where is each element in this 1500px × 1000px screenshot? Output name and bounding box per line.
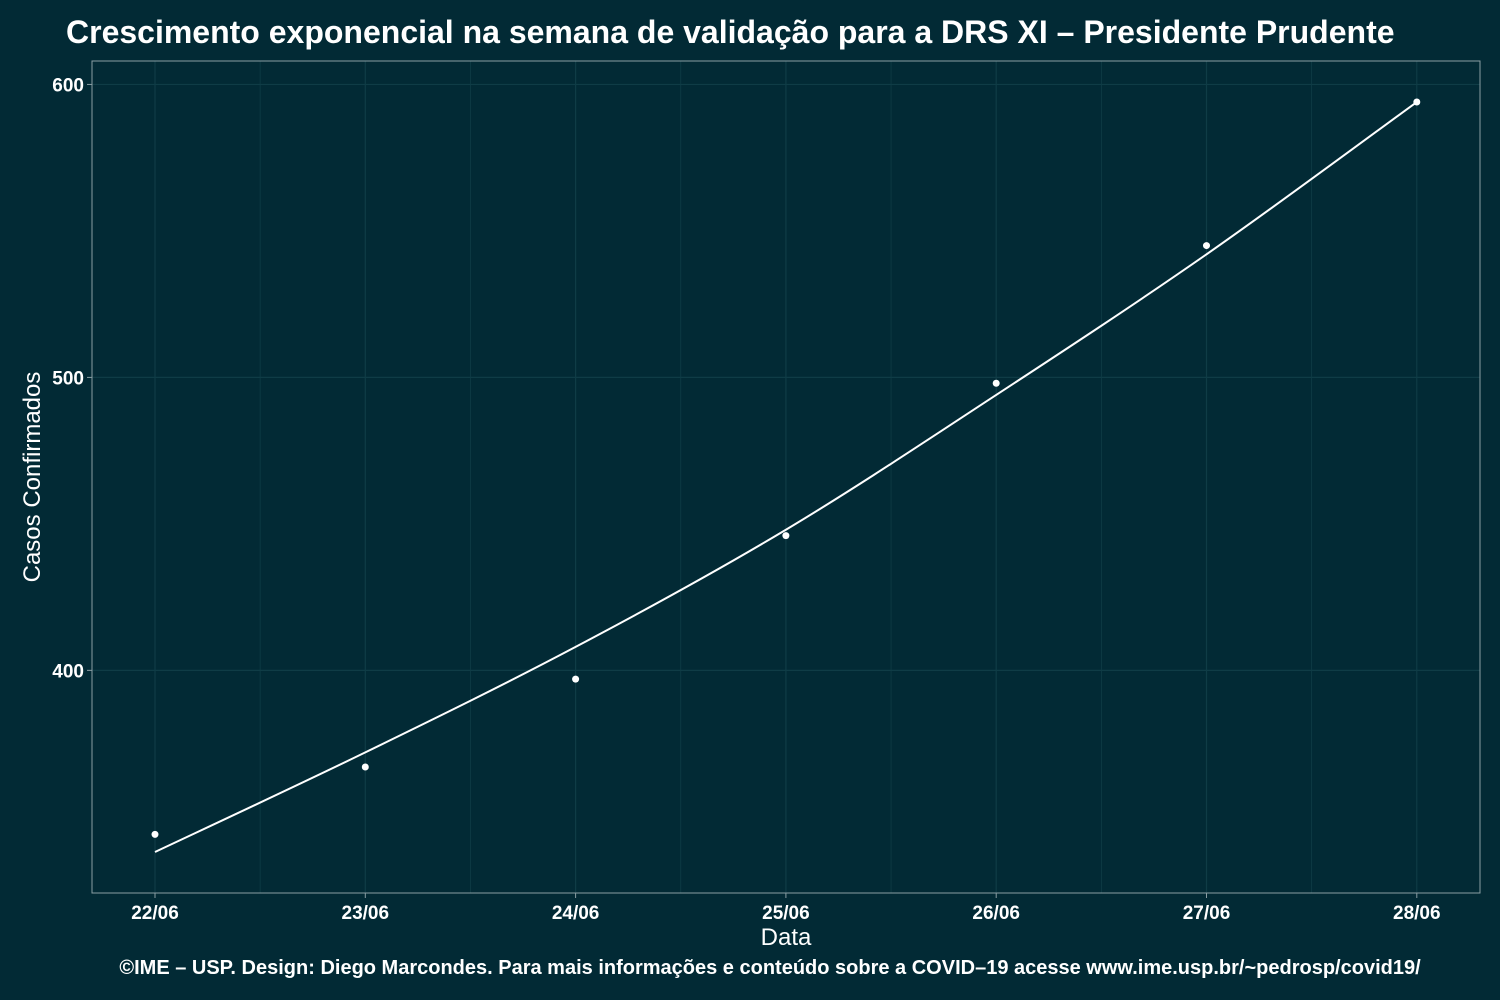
x-axis-label: Data: [761, 924, 812, 951]
data-point: [992, 379, 1000, 387]
x-tick-label: 26/06: [972, 903, 1020, 924]
data-point: [1203, 242, 1210, 250]
y-axis-ticks: 400 500 600: [52, 75, 92, 682]
y-axis-label: Casos Confirmados: [19, 372, 46, 583]
chart-title: Crescimento exponencial na semana de val…: [66, 14, 1395, 50]
data-point: [572, 675, 580, 683]
fit-curve-line: [154, 101, 1418, 853]
chart-caption: ©IME – USP. Design: Diego Marcondes. Par…: [119, 957, 1421, 979]
data-point: [1413, 98, 1421, 106]
x-tick-label: 23/06: [342, 903, 390, 924]
x-tick-label: 25/06: [762, 903, 810, 924]
data-point: [782, 532, 790, 540]
y-tick-label: 400: [52, 661, 84, 682]
x-tick-label: 27/06: [1183, 903, 1231, 924]
data-point: [361, 763, 369, 771]
x-tick-label: 28/06: [1393, 903, 1441, 924]
x-tick-label: 22/06: [131, 903, 179, 924]
x-tick-label: 24/06: [552, 903, 600, 924]
data-point: [151, 830, 159, 838]
x-axis-ticks: 22/06 23/06 24/06 25/06 26/06 27/06 28/06: [131, 893, 1441, 924]
data-points: [151, 98, 1421, 838]
y-tick-label: 600: [52, 75, 84, 96]
y-tick-label: 500: [52, 368, 84, 389]
grid-lines: [92, 61, 1480, 893]
